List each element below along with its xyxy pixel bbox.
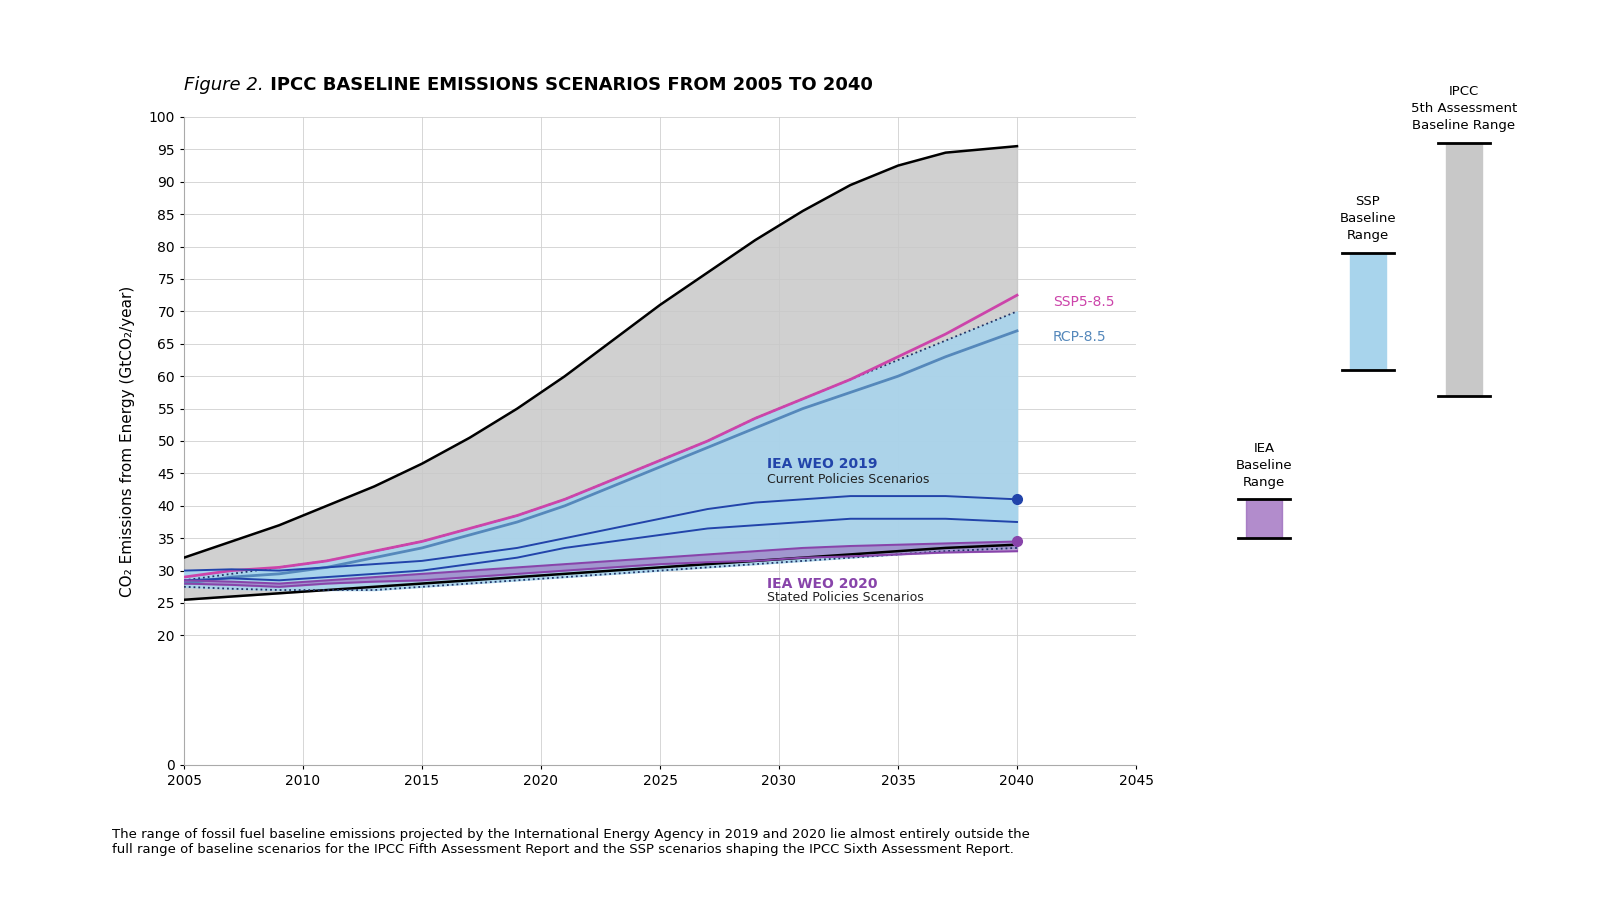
Text: Figure 2.: Figure 2.	[184, 76, 264, 94]
Text: IPCC BASELINE EMISSIONS SCENARIOS FROM 2005 TO 2040: IPCC BASELINE EMISSIONS SCENARIOS FROM 2…	[264, 76, 874, 94]
Text: SSP
Baseline
Range: SSP Baseline Range	[1339, 195, 1397, 242]
Text: Stated Policies Scenarios: Stated Policies Scenarios	[766, 591, 923, 604]
Text: Current Policies Scenarios: Current Policies Scenarios	[766, 473, 930, 486]
Text: RCP-8.5: RCP-8.5	[1053, 330, 1106, 345]
Text: IEA WEO 2019: IEA WEO 2019	[766, 456, 877, 471]
Text: IEA
Baseline
Range: IEA Baseline Range	[1235, 442, 1293, 489]
Text: IPCC
5th Assessment
Baseline Range: IPCC 5th Assessment Baseline Range	[1411, 86, 1517, 132]
Y-axis label: CO₂ Emissions from Energy (GtCO₂/year): CO₂ Emissions from Energy (GtCO₂/year)	[120, 285, 134, 597]
Text: IEA WEO 2020: IEA WEO 2020	[766, 577, 877, 590]
Text: The range of fossil fuel baseline emissions projected by the International Energ: The range of fossil fuel baseline emissi…	[112, 828, 1030, 856]
Text: SSP5-8.5: SSP5-8.5	[1053, 294, 1114, 309]
